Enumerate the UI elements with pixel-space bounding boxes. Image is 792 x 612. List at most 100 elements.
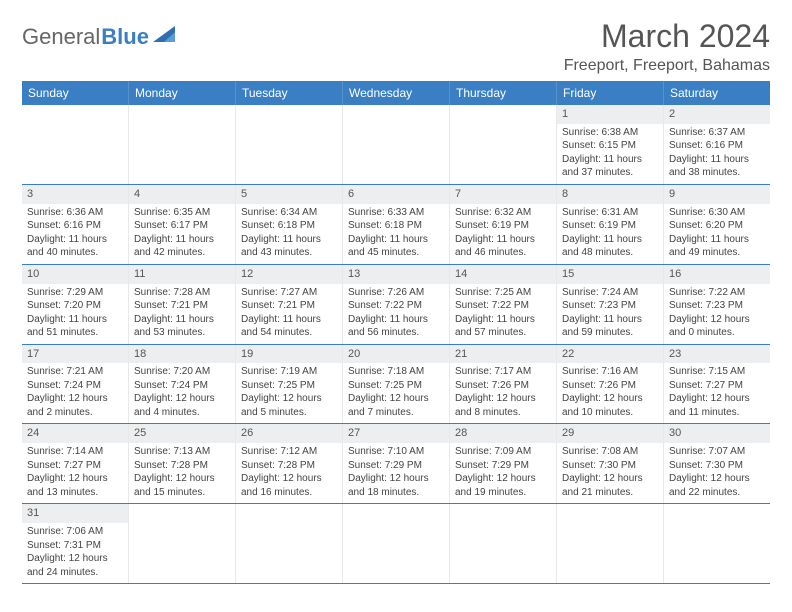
weekday-col: Tuesday [236, 81, 343, 105]
daylight-text: Daylight: 11 hours and 45 minutes. [348, 233, 444, 260]
page-title: March 2024 [564, 18, 770, 55]
day-content: Sunrise: 7:24 AMSunset: 7:23 PMDaylight:… [557, 284, 663, 344]
day-number: 6 [343, 185, 449, 204]
day-cell: 12Sunrise: 7:27 AMSunset: 7:21 PMDayligh… [236, 265, 343, 344]
daylight-text: Daylight: 12 hours and 15 minutes. [134, 472, 230, 499]
title-block: March 2024 Freeport, Freeport, Bahamas [564, 18, 770, 75]
day-cell [343, 504, 450, 583]
sunset-text: Sunset: 7:25 PM [348, 379, 444, 393]
week-row: 31Sunrise: 7:06 AMSunset: 7:31 PMDayligh… [22, 504, 770, 584]
day-number: 14 [450, 265, 556, 284]
weekday-col: Monday [129, 81, 236, 105]
sunset-text: Sunset: 6:16 PM [27, 219, 123, 233]
day-cell: 26Sunrise: 7:12 AMSunset: 7:28 PMDayligh… [236, 424, 343, 503]
sunrise-text: Sunrise: 6:34 AM [241, 206, 337, 220]
day-number: 11 [129, 265, 235, 284]
day-number: 23 [664, 345, 770, 364]
day-cell: 30Sunrise: 7:07 AMSunset: 7:30 PMDayligh… [664, 424, 770, 503]
day-content: Sunrise: 7:29 AMSunset: 7:20 PMDaylight:… [22, 284, 128, 344]
sunrise-text: Sunrise: 7:24 AM [562, 286, 658, 300]
week-row: 24Sunrise: 7:14 AMSunset: 7:27 PMDayligh… [22, 424, 770, 504]
sunrise-text: Sunrise: 6:32 AM [455, 206, 551, 220]
day-number: 8 [557, 185, 663, 204]
day-cell: 27Sunrise: 7:10 AMSunset: 7:29 PMDayligh… [343, 424, 450, 503]
day-content: Sunrise: 7:18 AMSunset: 7:25 PMDaylight:… [343, 363, 449, 423]
day-cell: 7Sunrise: 6:32 AMSunset: 6:19 PMDaylight… [450, 185, 557, 264]
daylight-text: Daylight: 12 hours and 22 minutes. [669, 472, 765, 499]
day-cell: 8Sunrise: 6:31 AMSunset: 6:19 PMDaylight… [557, 185, 664, 264]
day-content: Sunrise: 7:16 AMSunset: 7:26 PMDaylight:… [557, 363, 663, 423]
day-cell: 22Sunrise: 7:16 AMSunset: 7:26 PMDayligh… [557, 345, 664, 424]
sunrise-text: Sunrise: 6:38 AM [562, 126, 658, 140]
day-number: 30 [664, 424, 770, 443]
sunset-text: Sunset: 7:24 PM [134, 379, 230, 393]
sunset-text: Sunset: 7:30 PM [562, 459, 658, 473]
day-number: 3 [22, 185, 128, 204]
daylight-text: Daylight: 11 hours and 57 minutes. [455, 313, 551, 340]
day-cell [129, 105, 236, 184]
sunrise-text: Sunrise: 7:20 AM [134, 365, 230, 379]
daylight-text: Daylight: 12 hours and 10 minutes. [562, 392, 658, 419]
day-number: 19 [236, 345, 342, 364]
day-cell [343, 105, 450, 184]
day-cell: 2Sunrise: 6:37 AMSunset: 6:16 PMDaylight… [664, 105, 770, 184]
daylight-text: Daylight: 11 hours and 49 minutes. [669, 233, 765, 260]
day-content: Sunrise: 7:07 AMSunset: 7:30 PMDaylight:… [664, 443, 770, 503]
weekday-col: Saturday [664, 81, 770, 105]
day-number: 20 [343, 345, 449, 364]
day-content: Sunrise: 7:19 AMSunset: 7:25 PMDaylight:… [236, 363, 342, 423]
day-content: Sunrise: 7:21 AMSunset: 7:24 PMDaylight:… [22, 363, 128, 423]
day-cell: 28Sunrise: 7:09 AMSunset: 7:29 PMDayligh… [450, 424, 557, 503]
weekday-col: Thursday [450, 81, 557, 105]
day-cell: 16Sunrise: 7:22 AMSunset: 7:23 PMDayligh… [664, 265, 770, 344]
day-number: 12 [236, 265, 342, 284]
sail-icon [153, 24, 179, 44]
day-number: 18 [129, 345, 235, 364]
daylight-text: Daylight: 11 hours and 38 minutes. [669, 153, 765, 180]
sunset-text: Sunset: 6:15 PM [562, 139, 658, 153]
daylight-text: Daylight: 11 hours and 46 minutes. [455, 233, 551, 260]
day-number: 13 [343, 265, 449, 284]
sunset-text: Sunset: 6:18 PM [348, 219, 444, 233]
daylight-text: Daylight: 11 hours and 43 minutes. [241, 233, 337, 260]
day-cell [236, 105, 343, 184]
daylight-text: Daylight: 11 hours and 59 minutes. [562, 313, 658, 340]
daylight-text: Daylight: 11 hours and 42 minutes. [134, 233, 230, 260]
sunrise-text: Sunrise: 6:36 AM [27, 206, 123, 220]
sunrise-text: Sunrise: 7:19 AM [241, 365, 337, 379]
day-cell: 29Sunrise: 7:08 AMSunset: 7:30 PMDayligh… [557, 424, 664, 503]
day-cell: 6Sunrise: 6:33 AMSunset: 6:18 PMDaylight… [343, 185, 450, 264]
daylight-text: Daylight: 12 hours and 5 minutes. [241, 392, 337, 419]
sunrise-text: Sunrise: 7:16 AM [562, 365, 658, 379]
weekday-col: Sunday [22, 81, 129, 105]
day-cell: 11Sunrise: 7:28 AMSunset: 7:21 PMDayligh… [129, 265, 236, 344]
daylight-text: Daylight: 11 hours and 48 minutes. [562, 233, 658, 260]
daylight-text: Daylight: 11 hours and 54 minutes. [241, 313, 337, 340]
sunrise-text: Sunrise: 7:08 AM [562, 445, 658, 459]
location-text: Freeport, Freeport, Bahamas [564, 57, 770, 75]
day-number: 24 [22, 424, 128, 443]
day-content: Sunrise: 6:36 AMSunset: 6:16 PMDaylight:… [22, 204, 128, 264]
sunset-text: Sunset: 7:29 PM [455, 459, 551, 473]
sunrise-text: Sunrise: 7:09 AM [455, 445, 551, 459]
daylight-text: Daylight: 12 hours and 4 minutes. [134, 392, 230, 419]
day-content: Sunrise: 7:22 AMSunset: 7:23 PMDaylight:… [664, 284, 770, 344]
day-number: 9 [664, 185, 770, 204]
day-content: Sunrise: 7:25 AMSunset: 7:22 PMDaylight:… [450, 284, 556, 344]
weekday-header: Sunday Monday Tuesday Wednesday Thursday… [22, 81, 770, 105]
sunrise-text: Sunrise: 7:28 AM [134, 286, 230, 300]
day-number: 10 [22, 265, 128, 284]
sunrise-text: Sunrise: 6:37 AM [669, 126, 765, 140]
sunset-text: Sunset: 6:19 PM [455, 219, 551, 233]
day-cell: 1Sunrise: 6:38 AMSunset: 6:15 PMDaylight… [557, 105, 664, 184]
daylight-text: Daylight: 12 hours and 0 minutes. [669, 313, 765, 340]
sunset-text: Sunset: 7:23 PM [562, 299, 658, 313]
day-content: Sunrise: 7:06 AMSunset: 7:31 PMDaylight:… [22, 523, 128, 583]
daylight-text: Daylight: 12 hours and 11 minutes. [669, 392, 765, 419]
brand-logo: GeneralBlue [22, 24, 179, 50]
day-cell: 19Sunrise: 7:19 AMSunset: 7:25 PMDayligh… [236, 345, 343, 424]
day-content: Sunrise: 7:10 AMSunset: 7:29 PMDaylight:… [343, 443, 449, 503]
sunset-text: Sunset: 7:31 PM [27, 539, 123, 553]
weekday-col: Friday [557, 81, 664, 105]
day-content: Sunrise: 7:08 AMSunset: 7:30 PMDaylight:… [557, 443, 663, 503]
